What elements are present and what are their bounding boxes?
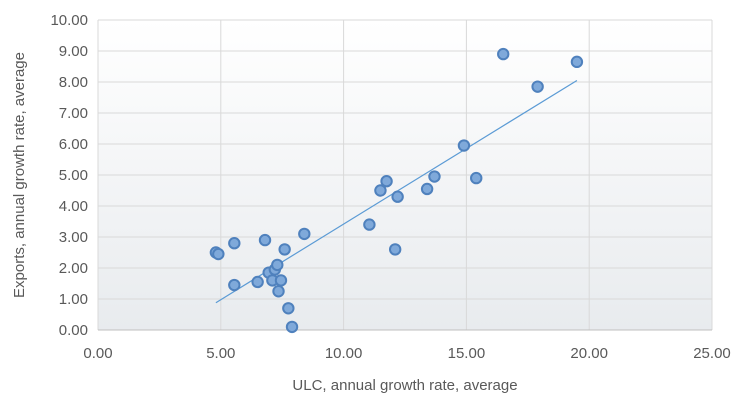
data-point [388, 243, 402, 256]
data-points [209, 47, 584, 334]
data-point [212, 247, 225, 261]
data-point [470, 171, 483, 185]
data-point [298, 227, 311, 241]
data-point [391, 190, 404, 203]
data-point [570, 55, 584, 69]
y-tick-label: 2.00 [59, 260, 88, 277]
x-axis-title: ULC, annual growth rate, average [292, 377, 517, 394]
data-point [274, 274, 288, 287]
data-point [278, 243, 291, 256]
data-point [457, 139, 471, 152]
y-tick-label: 0.00 [59, 322, 88, 339]
data-point [228, 237, 241, 250]
y-tick-label: 6.00 [59, 136, 88, 153]
gridlines [97, 19, 713, 331]
y-tick-label: 1.00 [59, 291, 88, 308]
y-tick-label: 4.00 [59, 198, 88, 215]
data-point [258, 233, 272, 247]
y-tick-label: 9.00 [59, 43, 88, 60]
y-tick-label: 5.00 [59, 167, 88, 184]
data-point [428, 170, 441, 183]
data-point [497, 47, 510, 61]
y-tick-label: 8.00 [59, 74, 88, 91]
data-point [271, 258, 284, 272]
data-point [531, 80, 544, 93]
x-tick-label: 15.00 [448, 345, 486, 362]
y-axis-title: Exports, annual growth rate, average [11, 52, 28, 298]
data-point [374, 184, 387, 197]
data-point [282, 302, 295, 315]
x-tick-label: 10.00 [325, 345, 363, 362]
x-tick-label: 5.00 [206, 345, 235, 362]
data-point [272, 285, 285, 298]
data-point [420, 182, 434, 196]
y-tick-label: 7.00 [59, 105, 88, 122]
tick-labels: 0.00 1.00 2.00 3.00 4.00 5.00 6.00 7.00 8.00 9.00… [50, 12, 730, 362]
x-tick-label: 20.00 [570, 345, 608, 362]
x-tick-label: 25.00 [693, 345, 731, 362]
data-point [380, 175, 393, 188]
data-point [285, 320, 299, 334]
x-tick-label: 0.00 [83, 345, 112, 362]
data-point [251, 275, 264, 289]
data-point [363, 218, 376, 231]
y-tick-label: 3.00 [59, 229, 88, 246]
data-point [228, 278, 241, 292]
y-tick-label: 10.00 [50, 12, 88, 29]
